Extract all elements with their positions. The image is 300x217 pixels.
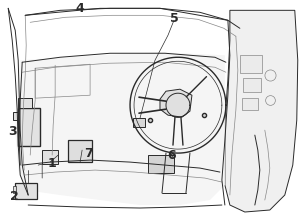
Text: 7: 7 xyxy=(84,147,92,159)
Bar xyxy=(13,186,16,193)
Bar xyxy=(15,183,37,199)
Bar xyxy=(18,108,40,146)
Bar xyxy=(240,55,262,73)
Bar xyxy=(242,98,258,110)
Bar xyxy=(42,150,58,164)
Bar xyxy=(18,98,32,108)
Text: 6: 6 xyxy=(168,149,176,162)
Polygon shape xyxy=(225,10,298,212)
Text: 4: 4 xyxy=(76,2,85,15)
Text: 5: 5 xyxy=(169,12,178,25)
Text: 1: 1 xyxy=(48,157,56,169)
Bar xyxy=(243,78,261,92)
Bar xyxy=(148,155,174,173)
Bar xyxy=(13,112,18,120)
Bar xyxy=(68,140,92,162)
Text: 2: 2 xyxy=(10,189,19,202)
Polygon shape xyxy=(15,52,225,205)
Circle shape xyxy=(166,93,190,117)
Bar xyxy=(133,118,145,127)
Text: 3: 3 xyxy=(8,125,16,138)
Polygon shape xyxy=(160,89,192,117)
